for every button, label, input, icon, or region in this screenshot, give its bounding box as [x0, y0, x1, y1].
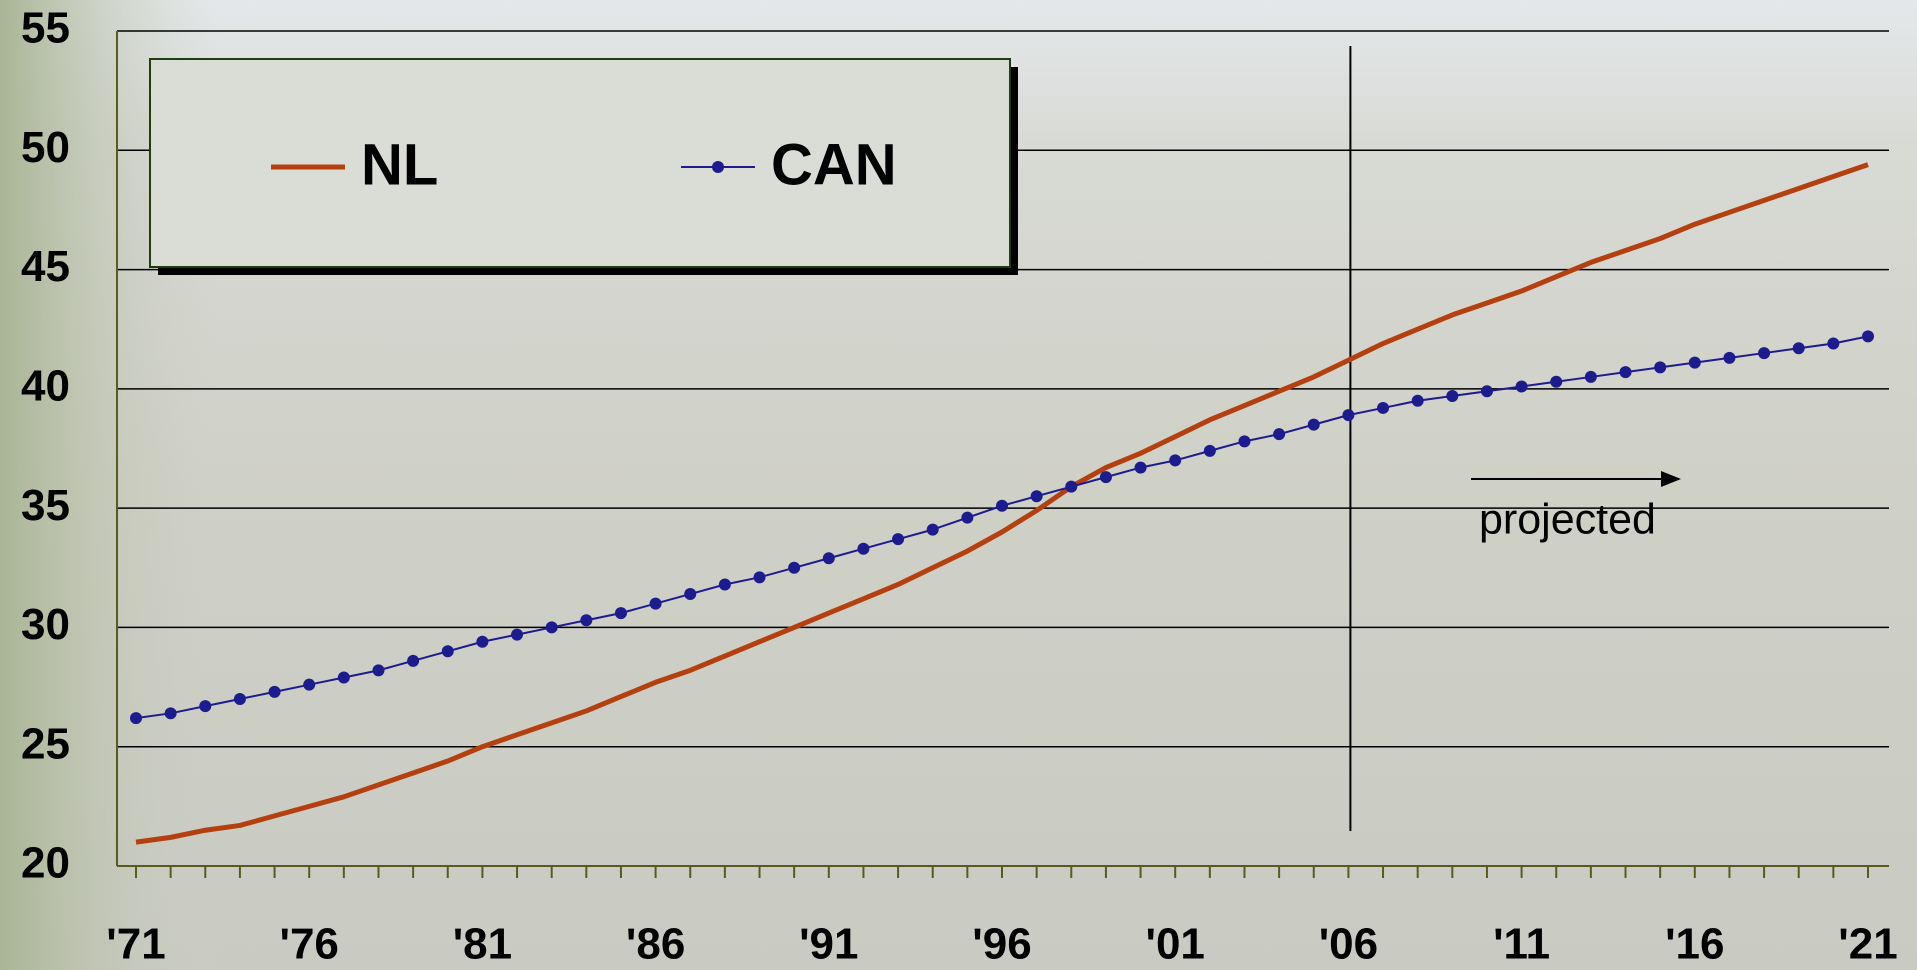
data-point	[580, 614, 593, 627]
data-point	[337, 671, 350, 684]
data-point	[268, 685, 281, 698]
data-point	[199, 700, 212, 713]
legend-marker	[712, 161, 724, 173]
x-tick-label: '81	[453, 920, 512, 969]
x-tick-label: '16	[1665, 920, 1724, 969]
x-tick-label: '71	[106, 920, 165, 969]
annotation: projected	[1479, 495, 1656, 543]
data-point	[961, 511, 974, 524]
data-point	[1411, 394, 1424, 407]
y-tick-label: 45	[21, 242, 70, 291]
x-tick-label: '96	[972, 920, 1031, 969]
y-tick-label: 20	[21, 839, 70, 888]
data-point	[303, 678, 316, 691]
data-point	[476, 635, 489, 648]
data-point	[1238, 435, 1251, 448]
legend-label: CAN	[771, 132, 897, 197]
data-point	[1203, 444, 1216, 457]
data-point	[1758, 347, 1771, 360]
data-point	[753, 571, 766, 584]
data-point	[1342, 409, 1355, 422]
data-point	[511, 628, 524, 641]
data-point	[822, 552, 835, 565]
data-point	[1377, 401, 1390, 414]
data-point	[1273, 428, 1286, 441]
x-tick-label: '11	[1493, 920, 1550, 969]
data-point	[1169, 454, 1182, 467]
series-line	[135, 162, 1869, 845]
data-point	[1792, 342, 1805, 355]
data-point	[1619, 366, 1632, 379]
data-point	[1307, 418, 1320, 431]
data-point	[718, 578, 731, 591]
data-point	[1515, 380, 1528, 393]
plot-area: 20 25 30 35 40 45 50 55 '71 '76 '81 '86 '91 '96 '01 '06…	[21, 4, 1898, 969]
data-point	[1827, 337, 1840, 350]
data-point	[684, 588, 697, 601]
legend-label: NL	[361, 132, 438, 197]
data-point	[996, 499, 1008, 512]
y-tick-label: 50	[21, 123, 70, 172]
data-point	[1134, 461, 1147, 474]
data-point	[407, 654, 420, 667]
data-point	[926, 523, 939, 536]
data-point	[1065, 480, 1078, 493]
data-point	[545, 621, 558, 634]
data-point	[1550, 375, 1563, 388]
data-point	[1654, 361, 1667, 374]
x-tick-label: '76	[279, 920, 338, 969]
data-point	[649, 597, 662, 610]
y-tick-label: 40	[21, 361, 70, 410]
y-tick-label: 25	[21, 719, 70, 768]
data-point	[614, 607, 627, 620]
data-point	[892, 533, 905, 546]
x-tick-label: '21	[1838, 920, 1897, 969]
data-point	[1862, 330, 1874, 343]
y-tick-label: 55	[21, 4, 70, 53]
data-point	[1446, 390, 1459, 403]
data-point	[1723, 351, 1736, 364]
x-tick-label: '91	[799, 920, 858, 969]
data-point	[1030, 490, 1043, 503]
legend: NL CAN	[271, 132, 897, 197]
data-point	[788, 561, 801, 574]
data-point	[1099, 471, 1112, 484]
data-point	[1480, 385, 1493, 398]
data-point	[130, 712, 142, 725]
x-tick-label: '06	[1319, 920, 1378, 969]
legend-box	[149, 58, 1011, 268]
data-point	[441, 645, 454, 658]
data-point	[857, 542, 870, 555]
x-tick-label: '01	[1145, 920, 1204, 969]
y-tick-label: 35	[21, 481, 70, 530]
data-point	[233, 693, 246, 705]
data-point	[372, 664, 385, 677]
data-point	[164, 707, 177, 720]
x-tick-label: '86	[626, 920, 685, 969]
y-tick-label: 30	[21, 600, 70, 649]
data-point	[1688, 356, 1701, 369]
data-point	[1584, 370, 1597, 383]
